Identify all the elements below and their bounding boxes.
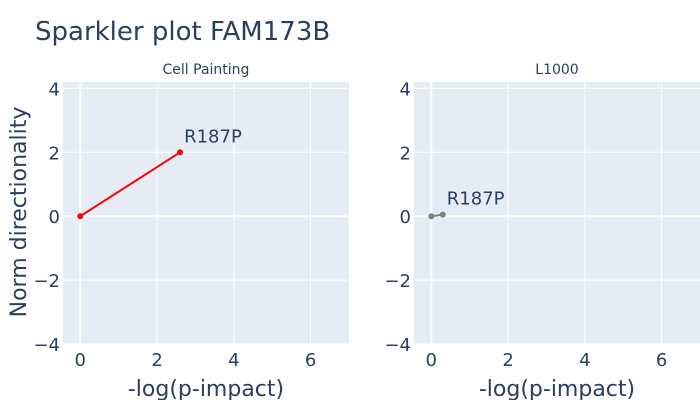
x-tick-label: 6 — [656, 350, 667, 371]
subplot-title: L1000 — [535, 62, 578, 78]
y-tick-label: 2 — [49, 143, 60, 164]
y-tick-label: 2 — [400, 143, 411, 164]
figure-title: Sparkler plot FAM173B — [35, 17, 330, 47]
subplot-1: 0 2 4 6 4 2 0 −2 −4 Cell Painting -log(p-impact) R1… — [33, 62, 349, 400]
y-tick-label: 4 — [49, 79, 60, 100]
y-tick-label: −4 — [33, 335, 60, 356]
point-label: R187P — [184, 126, 242, 147]
data-point — [428, 213, 435, 220]
plot-area — [63, 82, 349, 344]
y-tick-label: 0 — [400, 207, 411, 228]
y-tick-label: −2 — [33, 271, 60, 292]
x-tick-label: 2 — [151, 350, 162, 371]
x-tick-label: 0 — [426, 350, 437, 371]
data-point — [177, 149, 184, 156]
y-tick-label: −4 — [384, 335, 411, 356]
point-label: R187P — [447, 189, 505, 210]
series-line — [79, 151, 181, 218]
y-tick-label: 4 — [400, 79, 411, 100]
data-point — [439, 211, 446, 218]
y-tick-label: 0 — [49, 207, 60, 228]
data-point — [77, 213, 84, 220]
subplot-title: Cell Painting — [163, 62, 250, 78]
x-tick-label: 2 — [502, 350, 513, 371]
y-tick-label: −2 — [384, 271, 411, 292]
subplot-2: 0 2 4 6 4 2 0 −2 −4 L1000 -log(p-impact) R187P — [384, 62, 700, 400]
plot-area — [414, 82, 700, 344]
x-tick-label: 0 — [75, 350, 86, 371]
x-tick-label: 4 — [579, 350, 590, 371]
x-axis-label: -log(p-impact) — [128, 377, 284, 400]
y-axis-label: Norm directionality — [7, 107, 32, 318]
x-tick-label: 6 — [305, 350, 316, 371]
x-axis-label: -log(p-impact) — [479, 377, 635, 400]
x-tick-label: 4 — [228, 350, 239, 371]
